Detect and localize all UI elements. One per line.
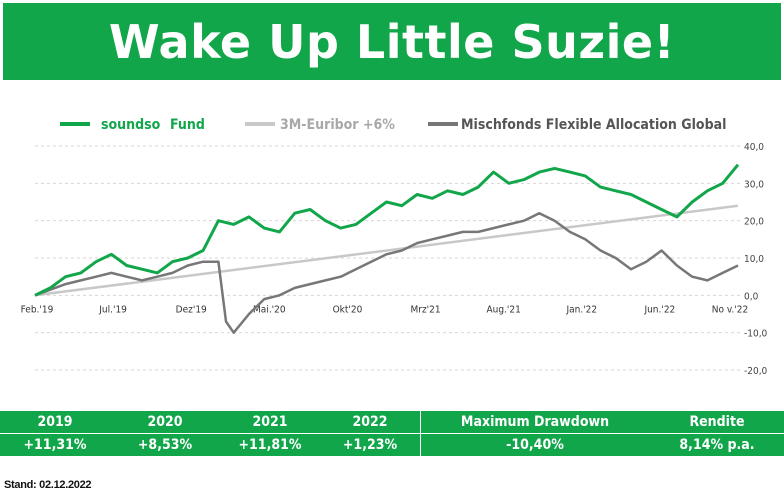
x-tick-label: Mai.'20 — [253, 304, 286, 315]
performance-table: 2019 2020 2021 2022 Maximum Drawdown Ren… — [0, 408, 784, 456]
header-2021: 2021 — [252, 414, 288, 430]
series-line-mischfonds — [34, 211, 739, 334]
value-2021: +11,81% — [238, 437, 302, 453]
value-2019: +11,31% — [23, 437, 87, 453]
footnote: Stand: 02.12.2022 — [4, 479, 92, 491]
y-tick-label: 0,0 — [744, 291, 759, 302]
y-tick-label: 30,0 — [744, 179, 764, 190]
header-max-drawdown: Maximum Drawdown — [460, 414, 610, 430]
table-header-row: 2019 2020 2021 2022 Maximum Drawdown Ren… — [0, 411, 784, 433]
value-rendite: 8,14% p.a. — [679, 437, 755, 453]
grid-lines — [35, 145, 742, 371]
x-tick-label: Jan.'22 — [565, 304, 597, 315]
value-2022: +1,23% — [342, 437, 398, 453]
legend-label-euribor: 3M-Euribor +6% — [280, 117, 395, 133]
header-2020: 2020 — [147, 414, 183, 430]
y-tick-label: -20,0 — [744, 366, 768, 377]
series-lines — [34, 163, 740, 334]
value-max-drawdown: -10,40% — [506, 437, 564, 453]
header-2022: 2022 — [352, 414, 388, 430]
legend-label-mischfonds: Mischfonds Flexible Allocation Global — [461, 117, 726, 133]
page-title: Wake Up Little Suzie! — [3, 3, 781, 80]
series-line-euribor — [34, 204, 739, 297]
x-tick-label: Mrz'21 — [411, 304, 441, 315]
value-2020: +8,53% — [137, 437, 193, 453]
x-tick-label: Jun.'22 — [643, 304, 675, 315]
header-rendite: Rendite — [689, 414, 745, 430]
y-tick-label: 40,0 — [744, 142, 764, 153]
x-tick-label: Dez'19 — [176, 304, 207, 315]
x-tick-label: Okt'20 — [333, 304, 363, 315]
chart-canvas: Feb.'19 Jul.'19 Dez'19 Mai.'20 Okt'20 Mrz'21 A… — [21, 117, 768, 377]
x-axis-labels: Feb.'19 Jul.'19 Dez'19 Mai.'20 Okt'20 Mrz'21 A… — [21, 304, 749, 315]
header-2019: 2019 — [37, 414, 73, 430]
legend-label-fund-a: soundso — [101, 117, 161, 133]
y-tick-label: 20,0 — [744, 217, 764, 228]
y-axis-labels: 40,0 30,0 20,0 10,0 0,0 -10,0 -20,0 — [744, 142, 768, 377]
series-line-fund — [34, 163, 740, 297]
legend-label-fund-b: Fund — [170, 117, 205, 133]
x-tick-label: Jul.'19 — [98, 304, 127, 315]
table-divider — [420, 411, 421, 456]
y-tick-label: 10,0 — [744, 254, 764, 265]
x-tick-label: Feb.'19 — [21, 304, 54, 315]
x-tick-label: Aug.'21 — [486, 304, 520, 315]
y-tick-label: -10,0 — [744, 329, 768, 340]
line-chart: Feb.'19 Jul.'19 Dez'19 Mai.'20 Okt'20 Mrz'21 A… — [0, 92, 784, 404]
table-value-row: +11,31% +8,53% +11,81% +1,23% -10,40% 8,… — [0, 434, 784, 456]
x-tick-label: No v.'22 — [712, 304, 748, 315]
legend: soundso Fund 3M-Euribor +6% Mischfonds F… — [60, 117, 726, 133]
